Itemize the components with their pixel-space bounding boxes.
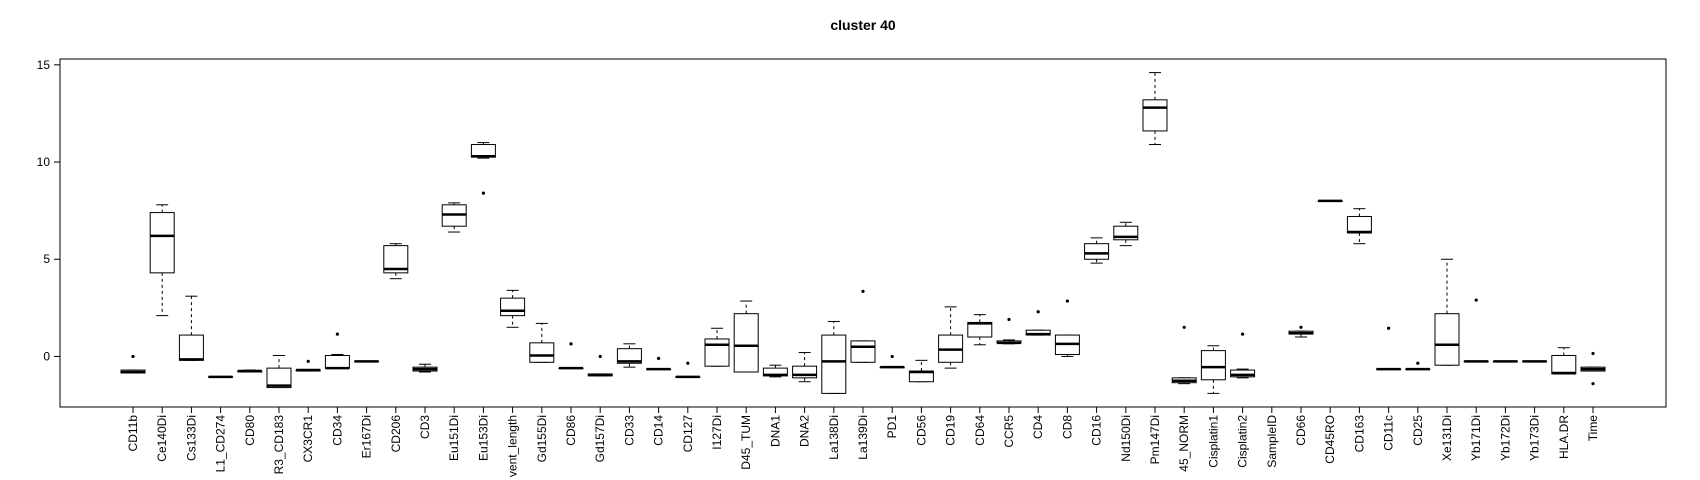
box xyxy=(1551,354,1577,375)
x-tick-label: CD163 xyxy=(1352,415,1366,453)
x-tick-label: CD14 xyxy=(652,415,666,446)
outlier xyxy=(1241,332,1245,336)
x-tick-label: Eu153Di xyxy=(476,415,490,461)
x-tick-label: Yb171Di xyxy=(1469,415,1483,461)
x-tick-label: CD45RO xyxy=(1323,415,1337,464)
outlier xyxy=(657,356,661,360)
outlier xyxy=(1182,325,1186,329)
x-tick-label: CD3 xyxy=(418,415,432,439)
y-tick-label: 0 xyxy=(43,349,50,363)
x-tick-label: Ce140Di xyxy=(155,415,169,462)
x-tick-label: CD127 xyxy=(681,415,695,453)
x-tick-label: La138Di xyxy=(827,415,841,460)
box xyxy=(850,340,876,363)
x-tick-label: Cs133Di xyxy=(184,415,198,461)
box xyxy=(792,365,818,379)
x-tick-label: CD11b xyxy=(126,415,140,452)
x-tick-label: DNA2 xyxy=(798,415,812,447)
outlier xyxy=(1036,310,1040,314)
x-tick-label: Yb172Di xyxy=(1498,415,1512,461)
box xyxy=(1434,313,1460,366)
x-tick-label: CD19 xyxy=(944,415,958,446)
outlier xyxy=(890,354,894,359)
x-tick-label: CD11c xyxy=(1382,415,1396,451)
x-tick-label: CD56 xyxy=(914,415,928,446)
x-tick-label: CD206 xyxy=(389,415,403,453)
x-tick-label: Xe131Di xyxy=(1440,415,1454,461)
outlier xyxy=(1416,361,1420,365)
x-tick-label: Cisplatin1 xyxy=(1206,415,1220,468)
x-tick-label: vent_length xyxy=(506,415,520,477)
box xyxy=(821,334,847,394)
x-tick-label: Gd155Di xyxy=(535,415,549,462)
box xyxy=(616,348,642,364)
outlier xyxy=(686,361,690,365)
outlier xyxy=(481,191,485,195)
x-tick-label: Nd150Di xyxy=(1119,415,1133,462)
x-tick-label: Yb173Di xyxy=(1528,415,1542,461)
x-tick-label: Gd157Di xyxy=(593,415,607,462)
outlier xyxy=(598,354,602,359)
box xyxy=(1142,99,1168,132)
box xyxy=(178,334,204,361)
x-tick-label: La139Di xyxy=(856,415,870,460)
outlier xyxy=(1591,351,1595,356)
box xyxy=(1230,369,1256,378)
outlier xyxy=(1299,325,1303,329)
x-tick-label: DNA1 xyxy=(768,415,782,447)
outlier xyxy=(1387,326,1391,330)
box xyxy=(324,354,350,369)
x-tick-label: D45_TUM xyxy=(739,415,753,470)
box xyxy=(704,338,730,367)
x-tick-label: Eu151Di xyxy=(447,415,461,461)
outlier xyxy=(569,342,573,346)
x-tick-label: CD86 xyxy=(564,415,578,446)
x-tick-label: CD80 xyxy=(243,415,257,446)
outlier xyxy=(306,359,310,363)
x-tick-label: Cisplatin2 xyxy=(1236,415,1250,468)
y-tick-label: 5 xyxy=(43,252,50,266)
x-tick-label: CD66 xyxy=(1294,415,1308,446)
box xyxy=(1084,243,1110,260)
box xyxy=(733,313,759,373)
box xyxy=(500,297,526,317)
outlier xyxy=(131,354,135,359)
x-tick-label: Time xyxy=(1586,415,1600,442)
box xyxy=(149,212,175,274)
outlier xyxy=(335,332,339,336)
x-tick-label: CD33 xyxy=(622,415,636,446)
chart-title: cluster 40 xyxy=(830,17,896,33)
y-tick-label: 10 xyxy=(37,155,51,169)
x-tick-label: HLA.DR xyxy=(1557,415,1571,459)
box xyxy=(1346,215,1372,234)
x-tick-label: Pm147Di xyxy=(1148,415,1162,464)
x-tick-label: CD4 xyxy=(1031,415,1045,439)
outlier xyxy=(1474,298,1478,302)
x-tick-label: CD16 xyxy=(1090,415,1104,446)
outlier xyxy=(1007,317,1011,322)
outlier xyxy=(861,289,865,293)
x-tick-label: CX3CR1 xyxy=(301,415,315,463)
x-tick-label: 45_NORM xyxy=(1177,415,1191,472)
y-tick-label: 15 xyxy=(37,58,51,72)
x-tick-label: CD64 xyxy=(973,415,987,446)
x-tick-label: I127Di xyxy=(710,415,724,450)
x-tick-label: Er167Di xyxy=(360,415,374,458)
outlier xyxy=(1065,299,1069,303)
box xyxy=(529,342,555,363)
x-tick-label: CD8 xyxy=(1060,415,1074,439)
x-tick-label: CCR5 xyxy=(1002,415,1016,448)
box xyxy=(266,367,292,389)
x-tick-label: SampleID xyxy=(1265,415,1279,468)
outlier xyxy=(1591,382,1595,386)
x-tick-label: R3_CD183 xyxy=(272,415,286,475)
x-tick-label: L1_CD274 xyxy=(214,415,228,473)
x-tick-label: CD34 xyxy=(330,415,344,446)
box xyxy=(1200,350,1226,381)
x-tick-label: CD25 xyxy=(1411,415,1425,446)
x-tick-label: PD1 xyxy=(885,415,899,439)
